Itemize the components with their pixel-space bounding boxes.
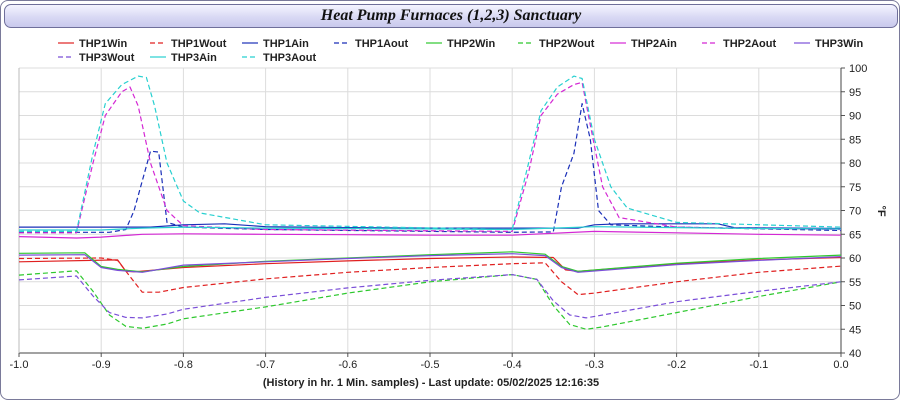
series-line-thp2win (18, 251, 842, 273)
series-line-thp3win (18, 253, 842, 273)
y-tick-label: 90 (849, 111, 861, 123)
x-tick-label: 0.0 (833, 359, 848, 371)
x-tick-label: -0.9 (92, 359, 111, 371)
legend-label-thp2aout: THP2Aout (723, 38, 777, 50)
legend-label-thp1aout: THP1Aout (355, 38, 409, 50)
y-axis-unit-label: °F (875, 205, 887, 216)
series-line-thp3aout (19, 75, 842, 232)
y-tick-label: 60 (849, 253, 861, 265)
grid (18, 67, 842, 354)
x-tick-label: -0.4 (503, 359, 522, 371)
chart-title-bar: Heat Pump Furnaces (1,2,3) Sanctuary (4, 4, 898, 28)
series-line-thp2wout (18, 270, 842, 330)
series-line-thp2ain (18, 230, 842, 239)
x-tick-label: -1.0 (10, 359, 29, 371)
x-tick-label: -0.5 (421, 359, 440, 371)
axes: -1.0 -0.9 -0.8 -0.7 -0.6 -0.5 -0.4 -0.3 -0.2 -0.1… (10, 63, 868, 371)
y-tick-label: 80 (849, 158, 861, 170)
series-line-thp1wout (18, 257, 842, 296)
x-axis-label: (History in hr. 1 Min. samples) - Last u… (263, 377, 599, 389)
y-tick-label: 45 (849, 324, 861, 336)
series-line-thp2aout (19, 81, 842, 234)
y-tick-label: 75 (849, 182, 861, 194)
series-lines (18, 75, 842, 330)
y-tick-label: 95 (849, 87, 861, 99)
legend-label-thp3win: THP3Win (815, 38, 863, 50)
legend-label-thp1win: THP1Win (79, 38, 127, 50)
legend-label-thp2ain: THP2Ain (631, 38, 677, 50)
y-tick-label: 55 (849, 277, 861, 289)
legend-label-thp3ain: THP3Ain (171, 52, 217, 64)
x-tick-label: -0.3 (585, 359, 604, 371)
legend-label-thp2wout: THP2Wout (539, 38, 595, 50)
y-tick-label: 65 (849, 229, 861, 241)
legend-label-thp1wout: THP1Wout (171, 38, 227, 50)
y-tick-label: 50 (849, 301, 861, 313)
x-tick-label: -0.2 (667, 359, 686, 371)
x-tick-label: -0.8 (174, 359, 193, 371)
series-line-thp3wout (18, 274, 842, 319)
x-tick-label: -0.6 (338, 359, 357, 371)
y-tick-label: 40 (849, 348, 861, 360)
legend: THP1Win THP1Wout THP1Ain THP1Aout THP2Win THP… (58, 38, 863, 64)
y-tick-label: 100 (849, 63, 867, 75)
y-tick-label: 85 (849, 134, 861, 146)
x-tick-label: -0.1 (749, 359, 768, 371)
legend-label-thp2win: THP2Win (447, 38, 495, 50)
legend-label-thp3aout: THP3Aout (263, 52, 317, 64)
legend-label-thp3wout: THP3Wout (79, 52, 135, 64)
chart-title: Heat Pump Furnaces (1,2,3) Sanctuary (320, 7, 582, 24)
series-line-thp3ain (19, 226, 842, 231)
legend-label-thp1ain: THP1Ain (263, 38, 309, 50)
x-tick-label: -0.7 (256, 359, 275, 371)
y-tick-label: 70 (849, 206, 861, 218)
